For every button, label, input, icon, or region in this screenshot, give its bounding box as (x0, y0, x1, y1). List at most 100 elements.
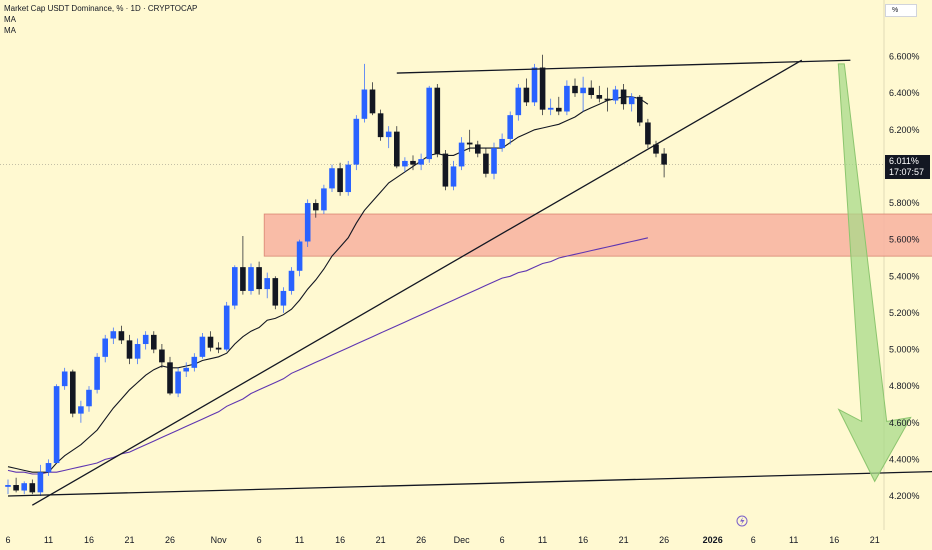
candle-body[interactable] (248, 267, 254, 291)
candle-body[interactable] (458, 142, 465, 167)
candle-body[interactable] (102, 338, 108, 357)
candle-body[interactable] (394, 131, 400, 167)
resistance-line[interactable] (396, 59, 851, 74)
candle-body[interactable] (110, 331, 117, 339)
candle-body[interactable] (53, 386, 60, 464)
ma-long-legend[interactable]: MA (4, 26, 16, 35)
candle-body[interactable] (345, 164, 351, 193)
candle-body[interactable] (361, 89, 368, 119)
candle-body[interactable] (515, 87, 522, 116)
candle-body[interactable] (13, 485, 19, 491)
candle-body[interactable] (70, 371, 76, 414)
candle-body[interactable] (385, 131, 392, 138)
candle-body[interactable] (572, 85, 578, 94)
candle-body[interactable] (507, 115, 513, 139)
countdown-timer: 17:07:57 (889, 167, 925, 177)
candle-body[interactable] (223, 305, 230, 350)
percent-scale-button[interactable]: % (885, 4, 917, 17)
rising-trendline[interactable] (31, 59, 803, 506)
candle-body[interactable] (434, 87, 441, 154)
candle-body[interactable] (661, 153, 667, 165)
x-tick-label: 6 (257, 535, 262, 545)
candle-body[interactable] (78, 406, 84, 414)
x-tick-label: Nov (211, 535, 228, 545)
candle-body[interactable] (29, 483, 36, 493)
candle-body[interactable] (142, 334, 149, 345)
x-tick-label: 6 (5, 535, 10, 545)
support-zone[interactable] (263, 213, 932, 257)
candle-body[interactable] (304, 203, 311, 242)
candle-body[interactable] (442, 153, 449, 187)
candle-body[interactable] (232, 267, 238, 306)
candle-body[interactable] (61, 371, 68, 387)
candle-body[interactable] (321, 188, 327, 211)
candle-body[interactable] (653, 144, 659, 154)
candle-body[interactable] (628, 96, 635, 105)
candle-body[interactable] (596, 95, 603, 99)
candle-body[interactable] (556, 107, 562, 112)
candle-body[interactable] (280, 290, 287, 306)
candle-body[interactable] (240, 267, 246, 291)
candle-body[interactable] (329, 168, 335, 189)
candle-body[interactable] (564, 85, 570, 112)
candle-body[interactable] (272, 278, 279, 306)
ma-short-legend[interactable]: MA (4, 15, 16, 24)
candle-body[interactable] (402, 160, 408, 167)
candle-body[interactable] (499, 138, 505, 149)
candle-body[interactable] (313, 203, 319, 211)
candle-body[interactable] (45, 463, 52, 473)
candle-body[interactable] (5, 485, 11, 487)
candle-body[interactable] (94, 356, 100, 390)
candle-body[interactable] (369, 89, 376, 114)
candle-body[interactable] (523, 87, 530, 103)
y-tick-label: 6.600% (889, 52, 920, 62)
candle-body[interactable] (612, 89, 619, 101)
candle-body[interactable] (118, 331, 125, 341)
candle-body[interactable] (353, 118, 360, 165)
candle-body[interactable] (491, 148, 497, 174)
candle-body[interactable] (450, 166, 457, 187)
candle-body[interactable] (167, 362, 173, 394)
candle-body[interactable] (175, 371, 181, 394)
candle-body[interactable] (134, 344, 141, 359)
candle-body[interactable] (256, 267, 262, 290)
candle-body[interactable] (620, 89, 627, 105)
candle-body[interactable] (199, 336, 206, 357)
candle-body[interactable] (264, 278, 270, 290)
candle-body[interactable] (547, 107, 554, 110)
candle-body[interactable] (191, 356, 198, 368)
candle-body[interactable] (426, 87, 432, 160)
x-tick-label: 26 (165, 535, 175, 545)
candle-body[interactable] (588, 87, 594, 96)
candle-body[interactable] (580, 87, 586, 94)
candle-body[interactable] (418, 159, 424, 165)
candle-body[interactable] (288, 270, 295, 291)
candle-body[interactable] (604, 98, 611, 101)
lightning-icon (740, 517, 745, 525)
candle-body[interactable] (539, 67, 546, 110)
candle-body[interactable] (483, 153, 489, 174)
candle-body[interactable] (159, 349, 165, 363)
candle-body[interactable] (215, 347, 222, 350)
candle-body[interactable] (21, 483, 27, 491)
candle-body[interactable] (37, 472, 44, 493)
candle-body[interactable] (377, 113, 384, 138)
candle-body[interactable] (337, 168, 343, 193)
candle-body[interactable] (645, 122, 651, 145)
candle-body[interactable] (410, 160, 416, 165)
candle-body[interactable] (637, 96, 643, 123)
projection-arrow[interactable] (837, 63, 912, 483)
event-icon[interactable] (736, 515, 748, 527)
candle-body[interactable] (183, 367, 189, 372)
symbol-title[interactable]: Market Cap USDT Dominance, % · 1D · CRYP… (4, 4, 198, 13)
candle-body[interactable] (151, 334, 157, 350)
candle-body[interactable] (296, 241, 303, 271)
candle-body[interactable] (466, 142, 473, 145)
candle-body[interactable] (126, 340, 133, 359)
support-line[interactable] (7, 470, 932, 497)
candle-body[interactable] (207, 336, 214, 348)
candle-body[interactable] (86, 389, 92, 407)
candle-body[interactable] (531, 67, 538, 103)
candle-body[interactable] (475, 144, 481, 154)
